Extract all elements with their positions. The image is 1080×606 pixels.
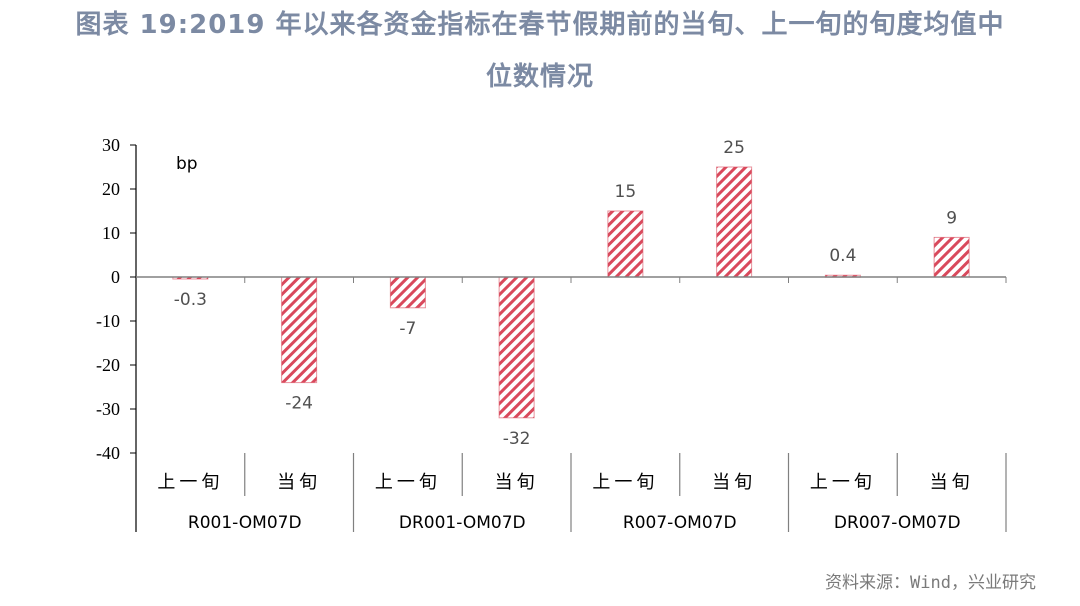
bar xyxy=(389,276,426,309)
data-label: 0.4 xyxy=(829,246,856,266)
bar xyxy=(716,166,753,278)
bar xyxy=(933,236,970,278)
y-axis: 30 20 10 0 -10 -20 -30 -40 xyxy=(96,135,137,532)
y-tick-label: -20 xyxy=(96,355,120,375)
data-label: 15 xyxy=(615,182,637,202)
x-category-label: 上一旬 xyxy=(375,472,441,493)
data-label: -24 xyxy=(285,394,313,414)
bar xyxy=(498,276,535,419)
data-label: 25 xyxy=(723,138,745,158)
y-tick-label: 20 xyxy=(102,179,120,199)
y-tick-label: 0 xyxy=(111,267,120,287)
x-category-label: 当旬 xyxy=(712,472,756,493)
x-group-label: DR007-OM07D xyxy=(834,513,961,533)
data-label: -0.3 xyxy=(174,290,207,310)
y-tick-label: 30 xyxy=(102,135,120,155)
bar xyxy=(281,276,318,384)
x-axis: 上一旬 当旬 上一旬 当旬 上一旬 当旬 上一旬 当旬 R001-OM07D DR001-OM07… xyxy=(136,276,1007,533)
source-note: 资料来源：Wind，兴业研究 xyxy=(825,573,1036,593)
x-category-label: 上一旬 xyxy=(810,472,876,493)
x-category-label: 上一旬 xyxy=(592,472,658,493)
data-label: -7 xyxy=(399,319,416,339)
x-category-label: 当旬 xyxy=(930,472,974,493)
x-group-label: R007-OM07D xyxy=(623,513,737,533)
bar xyxy=(607,210,644,278)
x-category-label: 上一旬 xyxy=(157,472,223,493)
chart-title-line1: 图表 19:2019 年以来各资金指标在春节假期前的当旬、上一旬的旬度均值中 xyxy=(75,10,1005,40)
x-category-label: 当旬 xyxy=(277,472,321,493)
y-tick-label: -30 xyxy=(96,399,120,419)
y-tick-label: -10 xyxy=(96,311,120,331)
y-unit-label: bp xyxy=(176,154,198,174)
x-group-label: DR001-OM07D xyxy=(399,513,526,533)
bars: -0.3 -24 -7 -32 15 25 0.4 9 xyxy=(172,138,970,449)
x-group-label: R001-OM07D xyxy=(188,513,302,533)
chart-title-line2: 位数情况 xyxy=(485,62,594,92)
y-tick-label: 10 xyxy=(102,223,120,243)
x-category-label: 当旬 xyxy=(495,472,539,493)
data-label: -32 xyxy=(503,429,531,449)
y-tick-label: -40 xyxy=(96,443,120,463)
data-label: 9 xyxy=(946,208,957,228)
